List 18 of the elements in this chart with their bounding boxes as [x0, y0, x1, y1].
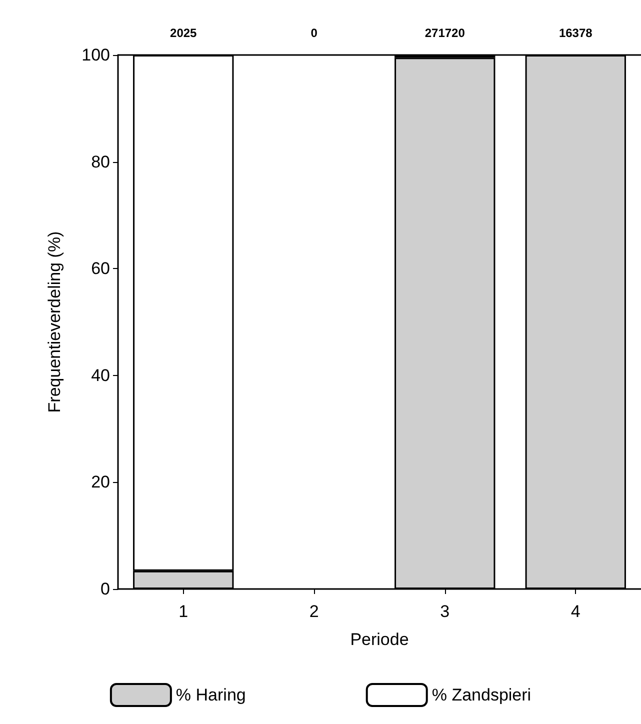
y-tick-label: 40 [91, 366, 110, 385]
y-tick-label: 20 [91, 472, 110, 492]
x-tick-label: 4 [570, 602, 580, 621]
text: 2025 [170, 26, 198, 40]
x-tick-label: 1 [178, 602, 188, 621]
legend-label: % Zandspieri [432, 686, 532, 704]
y-axis-title: Frequentieverdeling (%) [45, 231, 64, 413]
y-tick-label: 0 [100, 580, 110, 598]
y-tick-label: 100 [82, 46, 110, 64]
text: 0 [310, 26, 318, 40]
text: 271720 [424, 26, 466, 40]
x-axis-title: Periode [350, 630, 409, 649]
text: 16378 [558, 26, 593, 40]
x-tick-label: 3 [440, 602, 450, 621]
y-tick-label: 80 [91, 152, 110, 172]
x-tick-label: 2 [309, 602, 319, 621]
y-tick-label: 60 [91, 259, 110, 278]
legend-label: % Haring [176, 686, 246, 704]
